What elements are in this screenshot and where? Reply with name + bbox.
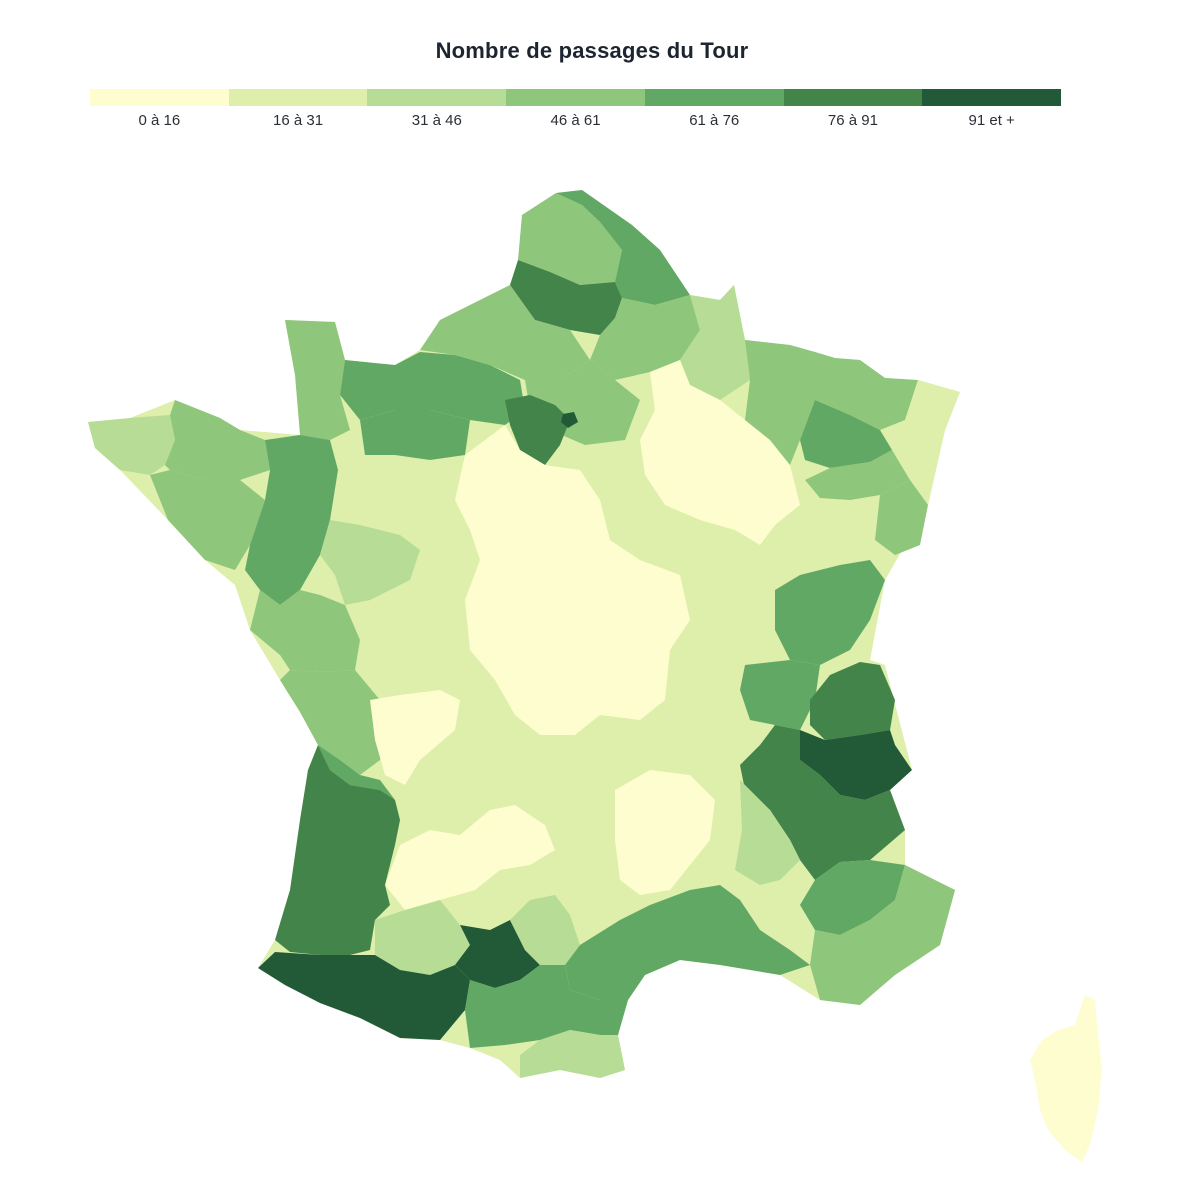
region-sarthe[interactable]: [320, 520, 420, 605]
legend-label-3: 31 à 46: [411, 112, 462, 129]
region-finistere[interactable]: [88, 415, 175, 475]
legend-label-5: 61 à 76: [689, 112, 740, 129]
region-var[interactable]: [810, 865, 955, 1005]
region-cotes-darmor[interactable]: [165, 400, 270, 480]
region-alpes-maritimes[interactable]: [800, 860, 905, 935]
region-haute-garonne[interactable]: [455, 920, 540, 988]
region-landes[interactable]: [375, 900, 470, 975]
region-seine-maritime[interactable]: [420, 285, 590, 380]
region-pyrenees-atlantiques[interactable]: [258, 952, 470, 1040]
region-nord[interactable]: [556, 190, 690, 305]
region-charente-maritime[interactable]: [318, 745, 395, 800]
region-doubs[interactable]: [875, 480, 928, 555]
legend-swatch-1: [90, 89, 229, 106]
region-corse[interactable]: [1030, 995, 1102, 1162]
region-meuse[interactable]: [745, 340, 815, 465]
region-paris[interactable]: [561, 412, 578, 428]
region-moselle[interactable]: [815, 352, 918, 430]
legend-swatch-5: [644, 89, 784, 106]
map-title: Nombre de passages du Tour: [435, 38, 749, 63]
region-haute-vienne[interactable]: [370, 690, 460, 785]
region-tarn[interactable]: [510, 895, 580, 965]
legend-label-2: 16 à 31: [273, 112, 324, 129]
region-vendee[interactable]: [280, 670, 390, 775]
legend-swatch-4: [506, 89, 645, 106]
region-gironde[interactable]: [275, 745, 400, 955]
region-ain[interactable]: [775, 560, 885, 665]
region-isere[interactable]: [740, 660, 820, 730]
region-pyrenees-orientales[interactable]: [520, 1030, 625, 1078]
region-eure[interactable]: [360, 410, 470, 460]
region-aude[interactable]: [465, 965, 628, 1048]
region-hautes-alpes[interactable]: [740, 725, 905, 880]
legend-label-7: 91 et +: [968, 112, 1015, 129]
region-centre[interactable]: [455, 425, 690, 735]
legend-swatch-3: [367, 89, 507, 106]
region-meurthe-et-moselle[interactable]: [800, 400, 892, 468]
legend-bar: [90, 89, 1062, 106]
legend-label-6: 76 à 91: [827, 112, 878, 129]
legend-label-4: 46 à 61: [550, 112, 601, 129]
region-alsace[interactable]: [895, 380, 960, 505]
legend-swatch-6: [783, 89, 923, 106]
region-loire-atlantique[interactable]: [250, 590, 360, 672]
region-ille-et-vilaine[interactable]: [245, 435, 338, 605]
region-somme[interactable]: [510, 260, 622, 335]
region-pas-de-calais[interactable]: [518, 193, 622, 285]
legend-swatch-7: [922, 89, 1062, 106]
region-morbihan[interactable]: [150, 470, 265, 570]
region-ardennes[interactable]: [680, 285, 750, 400]
region-aisne[interactable]: [590, 295, 700, 380]
region-marne[interactable]: [640, 360, 800, 545]
region-herault[interactable]: [565, 885, 810, 1000]
legend-labels: 0 à 16 16 à 31 31 à 46 46 à 61 61 à 76 7…: [90, 112, 1061, 129]
region-calvados[interactable]: [340, 352, 525, 425]
legend-label-1: 0 à 16: [138, 112, 181, 129]
region-dordogne[interactable]: [385, 805, 555, 910]
region-drome[interactable]: [735, 780, 800, 885]
region-yvelines[interactable]: [505, 395, 570, 465]
legend-swatch-2: [228, 89, 368, 106]
region-savoie[interactable]: [810, 662, 895, 740]
region-haute-savoie[interactable]: [800, 730, 912, 800]
region-manche[interactable]: [285, 320, 350, 440]
color-legend: 0 à 16 16 à 31 31 à 46 46 à 61 61 à 76 7…: [90, 89, 1062, 129]
region-cantal[interactable]: [615, 770, 715, 895]
region-vosges[interactable]: [805, 450, 910, 500]
